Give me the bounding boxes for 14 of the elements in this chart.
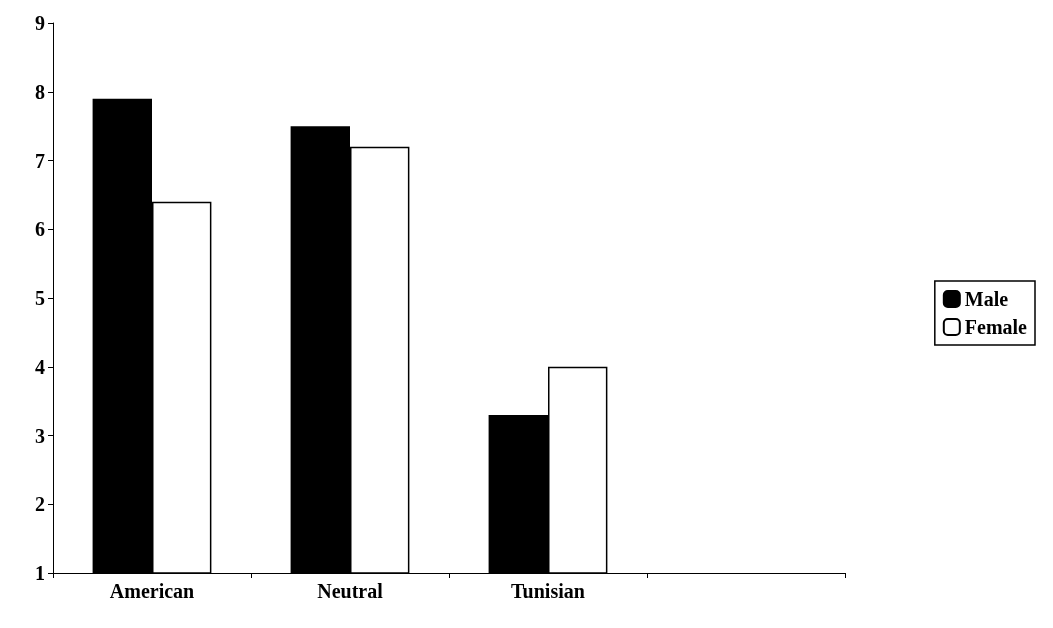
legend-label: Female: [964, 316, 1028, 338]
y-tick-label: 6: [35, 218, 45, 241]
x-tick-label: Neutral: [317, 580, 384, 602]
x-tick-label: Tunisian: [511, 580, 585, 602]
y-tick-label: 1: [35, 562, 45, 584]
y-tick-label: 9: [35, 12, 45, 34]
y-tick-label: 4: [35, 355, 45, 378]
legend-label: Male: [964, 288, 1009, 310]
y-tick-label: 5: [35, 287, 45, 309]
y-tick-label: 8: [35, 80, 45, 103]
y-tick-label: 2: [35, 493, 45, 516]
x-tick-label: American: [109, 580, 195, 602]
y-tick-label: 3: [35, 424, 45, 447]
y-tick-label: 7: [35, 149, 45, 172]
